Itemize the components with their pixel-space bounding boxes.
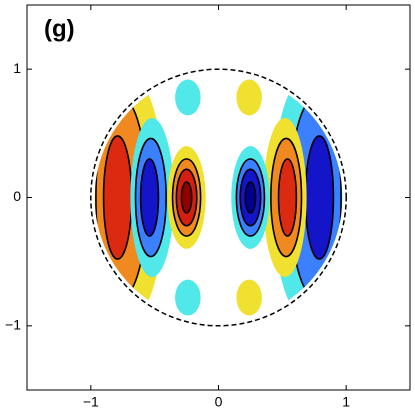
x-tick-label: 1: [342, 394, 350, 410]
y-tick-label: −1: [5, 317, 21, 333]
panel-label: (g): [44, 15, 75, 42]
x-tick-label: 0: [215, 394, 223, 410]
plot-area: [27, 5, 410, 390]
x-tick-label: −1: [83, 394, 99, 410]
y-tick-label: 0: [13, 188, 21, 204]
y-tick-label: 1: [13, 60, 21, 76]
